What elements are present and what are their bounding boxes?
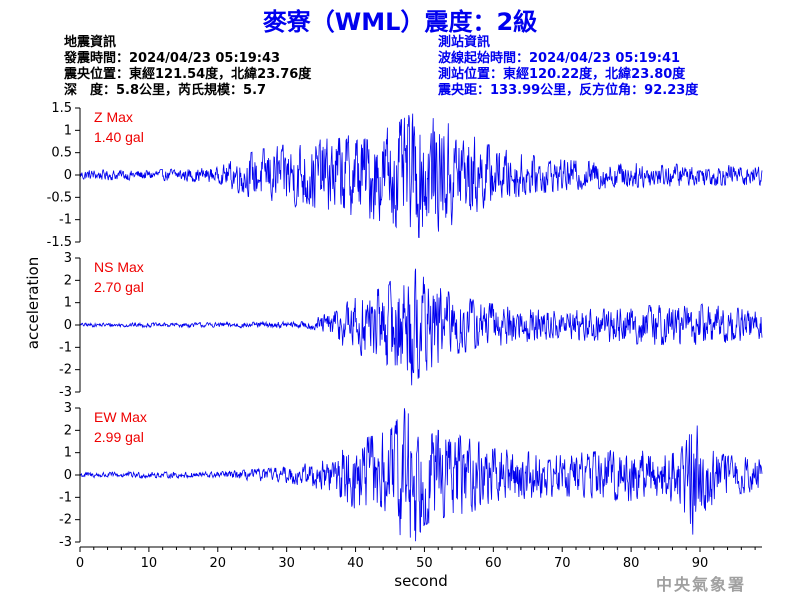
max-value-z: 1.40 gal [94, 129, 144, 145]
y-tick-label: 2 [64, 273, 72, 288]
y-tick-label: -1 [59, 490, 72, 505]
x-axis-label: second [394, 572, 448, 590]
y-axis-label: acceleration [24, 257, 42, 349]
station-info: 測站資訊 波線起始時間：2024/04/23 05:19:41 測站位置：東經1… [438, 35, 698, 99]
waveform-trace-z [79, 113, 763, 238]
y-tick-label: 0.5 [51, 146, 72, 161]
max-label-ew: EW Max [94, 409, 147, 425]
x-tick-label: 70 [554, 556, 571, 571]
origin-time: 發震時間：2024/04/23 05:19:43 [64, 51, 281, 66]
depth-magnitude: 深 度：5.8公里，芮氏規模：5.7 [64, 83, 267, 98]
y-tick-label: -1 [59, 340, 72, 355]
y-tick-label: 1 [64, 296, 72, 311]
x-tick-label: 20 [210, 556, 227, 571]
epicenter-location: 震央位置：東經121.54度，北緯23.76度 [64, 67, 312, 82]
x-tick-label: 30 [278, 556, 295, 571]
max-label-z: Z Max [94, 109, 133, 125]
x-tick-label: 80 [623, 556, 640, 571]
y-tick-label: 3 [64, 401, 72, 416]
max-label-ns: NS Max [94, 259, 144, 275]
agency-watermark: 中央氣象署 [656, 575, 747, 594]
y-tick-label: 0 [64, 318, 72, 333]
y-tick-label: 1.5 [51, 101, 72, 116]
max-value-ns: 2.70 gal [94, 279, 144, 295]
y-tick-label: -1 [59, 213, 72, 228]
max-value-ew: 2.99 gal [94, 429, 144, 445]
y-tick-label: -1.5 [47, 235, 72, 250]
waveform-trace-ew [79, 408, 763, 542]
y-tick-label: 0 [64, 468, 72, 483]
earthquake-info-heading: 地震資訊 [64, 35, 117, 50]
epicentral-distance-azimuth: 震央距：133.99公里，反方位角：92.23度 [438, 83, 699, 98]
x-tick-label: 0 [76, 556, 84, 571]
panel-ew: 3 2 1 0 -1 -2 -3 EW Max 2.99 gal [59, 401, 763, 550]
station-location: 測站位置：東經120.22度，北緯23.80度 [438, 67, 686, 82]
panel-ns: 3 2 1 0 -1 -2 -3 NS Max 2.70 gal [59, 251, 763, 400]
x-tick-label: 10 [141, 556, 158, 571]
y-tick-label: -3 [59, 535, 72, 550]
earthquake-info: 地震資訊 發震時間：2024/04/23 05:19:43 震央位置：東經121… [64, 35, 311, 99]
waveform-onset-time: 波線起始時間：2024/04/23 05:19:41 [438, 51, 681, 66]
chart-title: 麥寮（WML）震度：2級 [262, 8, 538, 36]
waveform-trace-ns [79, 268, 763, 386]
x-tick-label: 90 [692, 556, 709, 571]
y-tick-label: 1 [64, 123, 72, 138]
y-tick-label: 1 [64, 446, 72, 461]
x-tick-label: 50 [416, 556, 433, 571]
y-tick-label: -0.5 [47, 190, 72, 205]
y-tick-label: 2 [64, 423, 72, 438]
x-tick-label: 60 [485, 556, 502, 571]
y-tick-label: -2 [59, 363, 72, 378]
y-tick-label: -3 [59, 385, 72, 400]
panel-z: 1.5 1 0.5 0 -0.5 -1 -1.5 Z Max 1.40 gal [47, 101, 763, 250]
y-tick-label: -2 [59, 513, 72, 528]
station-info-heading: 測站資訊 [438, 35, 491, 50]
y-tick-label: 0 [64, 168, 72, 183]
x-tick-label: 40 [347, 556, 364, 571]
y-tick-label: 3 [64, 251, 72, 266]
